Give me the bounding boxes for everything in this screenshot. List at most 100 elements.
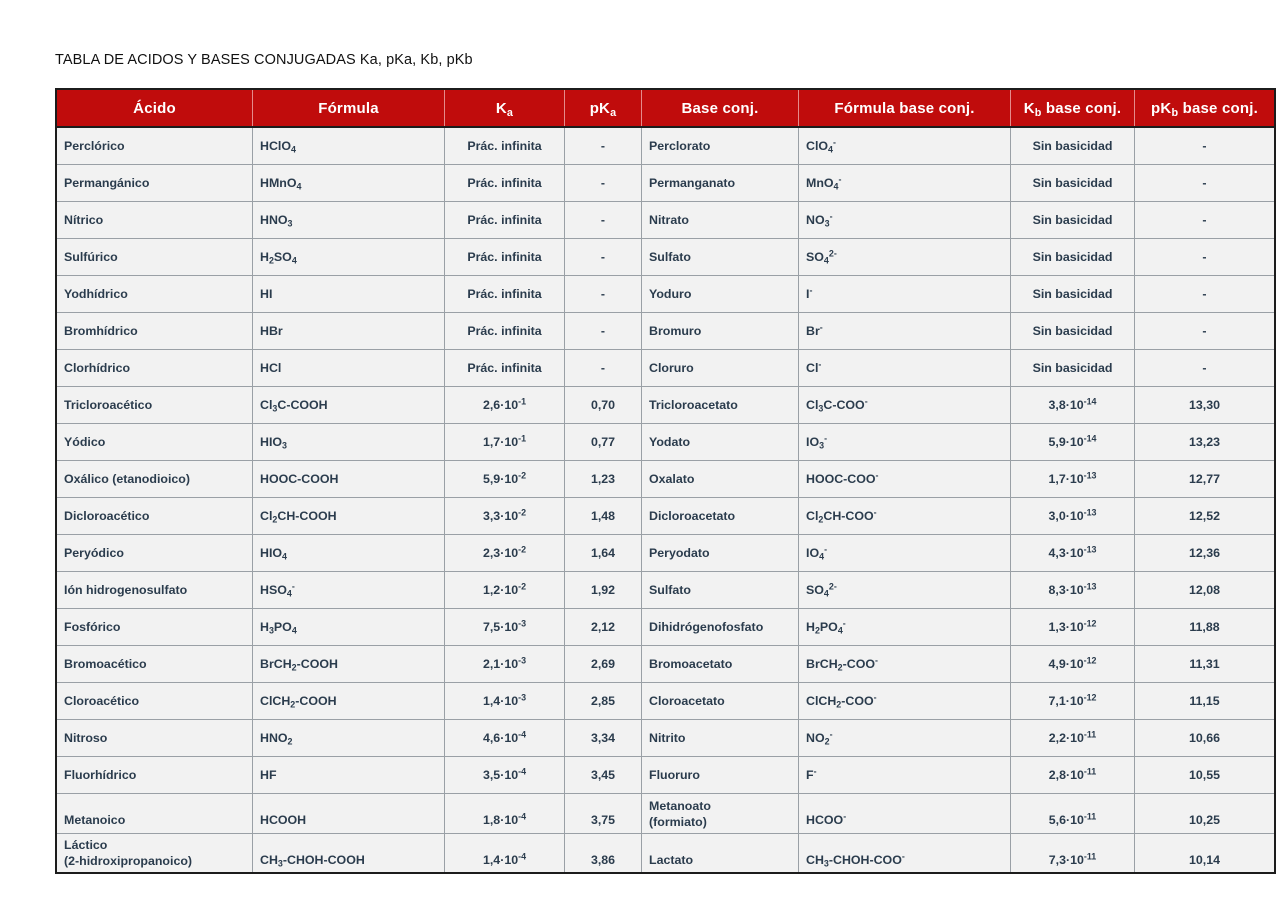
page-title: TABLA DE ACIDOS Y BASES CONJUGADAS Ka, p… [55, 52, 473, 68]
cell-kb: Sin basicidad [1010, 126, 1135, 165]
cell-pka: 3,45 [564, 756, 642, 794]
cell-acid-formula: CH3-CHOH-COOH [252, 833, 445, 874]
cell-pka: - [564, 349, 642, 387]
cell-kb: 3,0·10-13 [1010, 497, 1135, 535]
cell-pka: 1,23 [564, 460, 642, 498]
cell-conjugate-base: Sulfato [641, 238, 799, 276]
table-row: Fluorhídrico HF 3,5·10-4 3,45 Fluoruro F- 2,8·… [55, 756, 1276, 794]
cell-ka: 2,6·10-1 [444, 386, 565, 424]
cell-pka: 3,86 [564, 833, 642, 874]
cell-acid-name: Fosfórico [55, 608, 253, 646]
cell-acid-name: Permangánico [55, 164, 253, 202]
cell-base-formula: HCOO- [798, 793, 1011, 834]
cell-base-formula: NO3- [798, 201, 1011, 239]
cell-kb: 2,8·10-11 [1010, 756, 1135, 794]
cell-kb: 5,6·10-11 [1010, 793, 1135, 834]
cell-acid-formula: HNO2 [252, 719, 445, 757]
cell-conjugate-base: Cloruro [641, 349, 799, 387]
conjugate-acid-base-table-wrapper: Ácido Fórmula Ka pKa Base conj. Fórmula … [55, 88, 1276, 874]
table-row: Metanoico HCOOH 1,8·10-4 3,75 Metanoato (form… [55, 793, 1276, 834]
cell-base-formula: Cl2CH-COO- [798, 497, 1011, 535]
cell-acid-formula: HF [252, 756, 445, 794]
cell-acid-name: Peryódico [55, 534, 253, 572]
cell-acid-name: Nítrico [55, 201, 253, 239]
cell-pkb: - [1134, 275, 1276, 313]
cell-pkb: - [1134, 349, 1276, 387]
table-row: Ión hidrogenosulfato HSO4- 1,2·10-2 1,92 Sul… [55, 571, 1276, 609]
cell-base-formula: SO42- [798, 571, 1011, 609]
cell-pkb: 11,31 [1134, 645, 1276, 683]
cell-pka: 3,75 [564, 793, 642, 834]
cell-ka: Prác. infinita [444, 164, 565, 202]
cell-pkb: - [1134, 164, 1276, 202]
cell-acid-formula: HMnO4 [252, 164, 445, 202]
table-row: Sulfúrico H2SO4 Prác. infinita - Sulfato SO42… [55, 238, 1276, 276]
cell-conjugate-base: Dihidrógenofosfato [641, 608, 799, 646]
cell-ka: Prác. infinita [444, 275, 565, 313]
cell-base-formula: ClCH2-COO- [798, 682, 1011, 720]
cell-pkb: 13,23 [1134, 423, 1276, 461]
cell-pka: 1,48 [564, 497, 642, 535]
cell-ka: Prác. infinita [444, 312, 565, 350]
cell-pkb: 12,08 [1134, 571, 1276, 609]
cell-kb: 8,3·10-13 [1010, 571, 1135, 609]
cell-ka: 2,1·10-3 [444, 645, 565, 683]
table-row: Bromoacético BrCH2-COOH 2,1·10-3 2,69 Bromoa… [55, 645, 1276, 683]
cell-acid-name: Cloroacético [55, 682, 253, 720]
cell-ka: 7,5·10-3 [444, 608, 565, 646]
cell-base-formula: MnO4- [798, 164, 1011, 202]
cell-kb: 1,3·10-12 [1010, 608, 1135, 646]
cell-acid-formula: HClO4 [252, 126, 445, 165]
cell-kb: 1,7·10-13 [1010, 460, 1135, 498]
cell-pkb: - [1134, 238, 1276, 276]
cell-pkb: 10,55 [1134, 756, 1276, 794]
table-row: Tricloroacético Cl3C-COOH 2,6·10-1 0,70 Tric… [55, 386, 1276, 424]
cell-conjugate-base: Cloroacetato [641, 682, 799, 720]
cell-acid-name: Yodhídrico [55, 275, 253, 313]
cell-kb: 4,9·10-12 [1010, 645, 1135, 683]
cell-base-formula: ClO4- [798, 126, 1011, 165]
table-row: Dicloroacético Cl2CH-COOH 3,3·10-2 1,48 Dicl… [55, 497, 1276, 535]
cell-acid-formula: HCl [252, 349, 445, 387]
cell-acid-name: Fluorhídrico [55, 756, 253, 794]
cell-conjugate-base: Dicloroacetato [641, 497, 799, 535]
cell-conjugate-base: Bromuro [641, 312, 799, 350]
cell-acid-formula: HIO3 [252, 423, 445, 461]
cell-acid-name: Tricloroacético [55, 386, 253, 424]
cell-ka: 4,6·10-4 [444, 719, 565, 757]
cell-conjugate-base: Tricloroacetato [641, 386, 799, 424]
column-header-pka: pKa [564, 88, 642, 128]
table-row: Peryódico HIO4 2,3·10-2 1,64 Peryodato IO4- 4,… [55, 534, 1276, 572]
cell-base-formula: SO42- [798, 238, 1011, 276]
cell-conjugate-base: Permanganato [641, 164, 799, 202]
cell-base-formula: HOOC-COO- [798, 460, 1011, 498]
cell-ka: Prác. infinita [444, 201, 565, 239]
cell-acid-name: Dicloroacético [55, 497, 253, 535]
cell-pkb: 12,77 [1134, 460, 1276, 498]
cell-pka: - [564, 126, 642, 165]
cell-pka: - [564, 238, 642, 276]
cell-pkb: 10,66 [1134, 719, 1276, 757]
cell-conjugate-base: Yoduro [641, 275, 799, 313]
table-row: Nitroso HNO2 4,6·10-4 3,34 Nitrito NO2- 2,2·10… [55, 719, 1276, 757]
cell-ka: Prác. infinita [444, 349, 565, 387]
cell-pkb: 12,52 [1134, 497, 1276, 535]
cell-conjugate-base: Perclorato [641, 126, 799, 165]
cell-conjugate-base: Sulfato [641, 571, 799, 609]
cell-acid-formula: HOOC-COOH [252, 460, 445, 498]
cell-acid-name: Ión hidrogenosulfato [55, 571, 253, 609]
cell-conjugate-base: Nitrito [641, 719, 799, 757]
cell-acid-name: Sulfúrico [55, 238, 253, 276]
cell-ka: 1,2·10-2 [444, 571, 565, 609]
cell-acid-name: Clorhídrico [55, 349, 253, 387]
cell-acid-name: Yódico [55, 423, 253, 461]
column-header-ka: Ka [444, 88, 565, 128]
cell-conjugate-base: Oxalato [641, 460, 799, 498]
cell-acid-formula: HBr [252, 312, 445, 350]
cell-conjugate-base: Nitrato [641, 201, 799, 239]
cell-acid-name: Bromhídrico [55, 312, 253, 350]
cell-kb: Sin basicidad [1010, 275, 1135, 313]
column-header-conjugate-base: Base conj. [641, 88, 799, 128]
table-row: Láctico (2-hidroxipropanoico) CH3-CHOH-COO… [55, 833, 1276, 874]
